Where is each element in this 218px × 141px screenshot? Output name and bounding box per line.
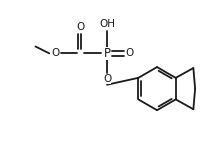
- Text: O: O: [51, 48, 59, 58]
- Text: O: O: [77, 22, 85, 32]
- Text: P: P: [104, 47, 111, 60]
- Text: O: O: [126, 48, 134, 58]
- Text: O: O: [103, 74, 111, 84]
- Text: OH: OH: [99, 19, 115, 29]
